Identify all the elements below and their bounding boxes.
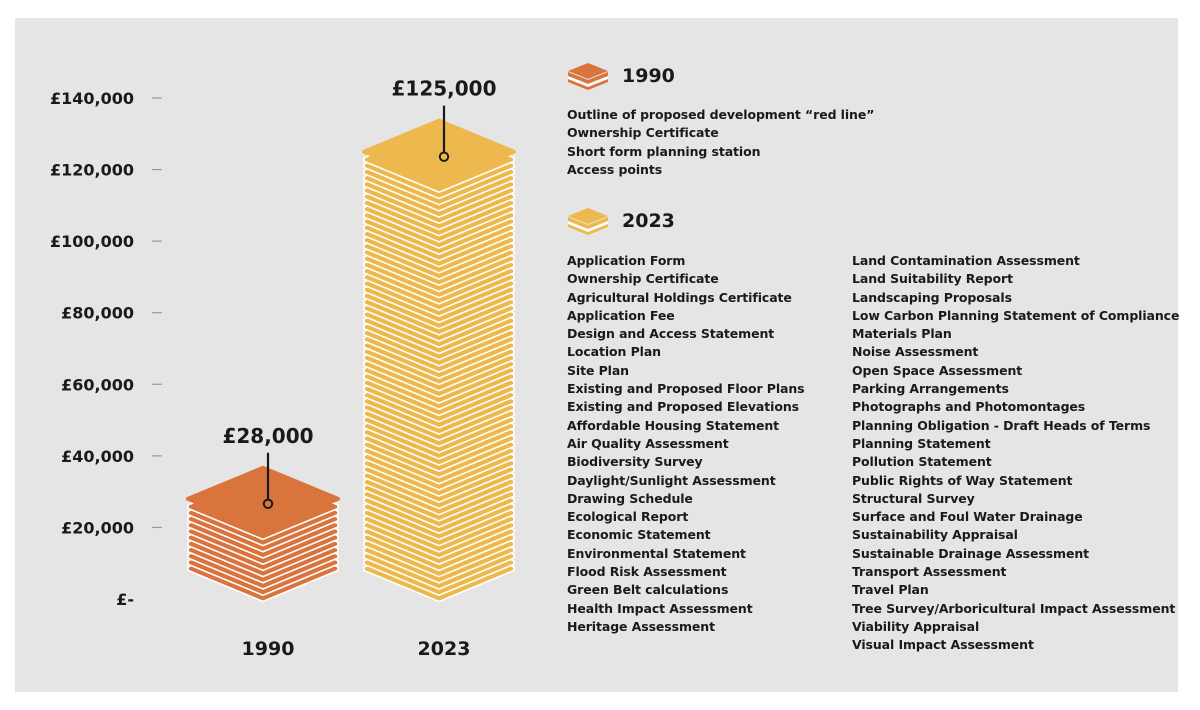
document-item: Materials Plan <box>852 326 952 342</box>
paper-stack-icon-1990 <box>568 63 608 90</box>
document-item: Green Belt calculations <box>567 582 729 598</box>
document-item: Access points <box>567 161 663 177</box>
document-item: Viability Appraisal <box>852 618 980 634</box>
bar-1990: £28,000 1990 <box>186 424 340 660</box>
document-item: Transport Assessment <box>852 564 1007 580</box>
value-marker-dot <box>262 498 274 509</box>
y-tick-label: £120,000 <box>50 161 134 180</box>
document-item: Travel Plan <box>852 582 929 598</box>
document-item: Existing and Proposed Elevations <box>567 399 799 415</box>
document-list-1990: Outline of proposed development “red lin… <box>567 106 874 179</box>
document-item: Economic Statement <box>567 527 711 543</box>
document-item: Ownership Certificate <box>567 125 719 141</box>
document-item: Outline of proposed development “red lin… <box>567 107 875 122</box>
document-item: Structural Survey <box>852 490 975 506</box>
document-item: Biodiversity Survey <box>567 454 703 470</box>
document-item: Daylight/Sunlight Assessment <box>567 472 776 488</box>
document-list-2023-column-2: Land Contamination Assessment Land Suitab… <box>852 252 1179 655</box>
paper-stack-icon-2023 <box>568 208 608 235</box>
bar-top-face <box>362 118 516 185</box>
document-item: Affordable Housing Statement <box>567 417 780 433</box>
legend-title-2023: 2023 <box>622 210 675 232</box>
document-item: Tree Survey/Arboricultural Impact Assess… <box>852 600 1176 616</box>
document-item: Location Plan <box>567 344 661 360</box>
document-item: Landscaping Proposals <box>852 289 1012 305</box>
document-item: Flood Risk Assessment <box>567 564 727 580</box>
document-item: Surface and Foul Water Drainage <box>852 509 1083 525</box>
document-item: Sustainability Appraisal <box>852 527 1018 543</box>
legend-item-1990: 1990 <box>566 60 675 92</box>
y-tick-label: £140,000 <box>50 89 134 108</box>
document-item: Noise Assessment <box>852 344 979 360</box>
document-item: Existing and Proposed Floor Plans <box>567 381 805 397</box>
document-item: Land Contamination Assessment <box>852 253 1080 268</box>
y-tick-label: £100,000 <box>50 232 134 251</box>
document-list-2023-column-1: Application Form Ownership Certificate Agr… <box>567 252 805 636</box>
bar-top-face <box>186 465 340 532</box>
document-item: Planning Statement <box>852 435 991 451</box>
value-marker-dot <box>438 151 450 162</box>
document-item: Land Suitability Report <box>852 271 1013 287</box>
legend-item-2023: 2023 <box>566 205 675 237</box>
document-item: Application Fee <box>567 307 675 323</box>
document-item: Ecological Report <box>567 509 689 525</box>
document-item: Environmental Statement <box>567 545 746 561</box>
document-item: Agricultural Holdings Certificate <box>567 289 792 305</box>
document-item: Design and Access Statement <box>567 326 775 342</box>
document-item: Ownership Certificate <box>567 271 719 287</box>
y-tick-label: £60,000 <box>61 375 134 394</box>
document-item: Site Plan <box>567 362 629 378</box>
y-tick-label: £40,000 <box>61 447 134 466</box>
document-item: Visual Impact Assessment <box>852 637 1034 653</box>
document-item: Sustainable Drainage Assessment <box>852 545 1089 561</box>
document-item: Short form planning station <box>567 143 761 159</box>
document-item: Photographs and Photomontages <box>852 399 1086 415</box>
bar-value-label: £125,000 <box>391 77 496 101</box>
document-item: Low Carbon Planning Statement of Complia… <box>852 307 1180 323</box>
document-item: Health Impact Assessment <box>567 600 753 616</box>
document-item: Air Quality Assessment <box>567 435 729 451</box>
document-item: Drawing Schedule <box>567 490 693 506</box>
x-category-label: 2023 <box>418 638 471 660</box>
y-tick-label: £20,000 <box>61 518 134 537</box>
document-item: Public Rights of Way Statement <box>852 472 1073 488</box>
document-item: Pollution Statement <box>852 454 992 470</box>
y-tick-label: £80,000 <box>61 304 134 323</box>
y-tick-label: £- <box>116 590 134 609</box>
bar-value-label: £28,000 <box>222 424 313 448</box>
document-item: Parking Arrangements <box>852 381 1009 397</box>
bar-2023: £125,000 2023 <box>362 77 516 660</box>
stacked-paper-chart: £- £20,000 £40,000 £60,000 £80,000 £100,000 £1… <box>50 77 516 660</box>
document-item: Heritage Assessment <box>567 618 715 634</box>
document-item: Open Space Assessment <box>852 362 1023 378</box>
x-category-label: 1990 <box>242 638 295 660</box>
legend-title-1990: 1990 <box>622 65 675 87</box>
document-item: Application Form <box>567 253 686 268</box>
document-item: Planning Obligation - Draft Heads of Ter… <box>852 417 1151 433</box>
